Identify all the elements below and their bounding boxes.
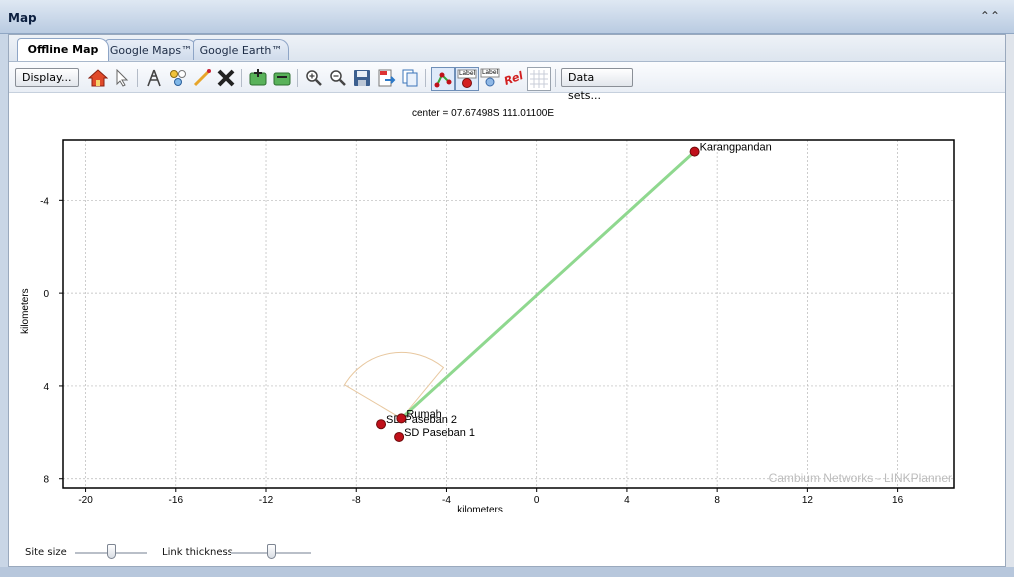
map-center-text: center = 07.67498S 111.01100E <box>412 108 554 119</box>
link-thickness-slider-thumb[interactable] <box>267 544 276 559</box>
y-axis-label: kilometers <box>20 288 31 334</box>
y-tick-label: -4 <box>40 196 49 207</box>
edit-site-icon[interactable] <box>271 67 293 89</box>
site-label: Karangpandan <box>700 142 772 154</box>
x-tick-label: -16 <box>169 495 184 506</box>
relative-icon[interactable]: Rel <box>503 67 525 89</box>
x-tick-label: -20 <box>78 495 93 506</box>
site-marker <box>689 146 700 157</box>
x-tick-label: -8 <box>352 495 361 506</box>
x-tick-label: 12 <box>802 495 814 506</box>
map-toolbar: Display... <box>9 61 1005 102</box>
save-icon[interactable] <box>351 67 373 89</box>
delete-icon[interactable] <box>215 67 237 89</box>
x-tick-label: 4 <box>624 495 630 506</box>
site-marker <box>376 419 387 430</box>
data-sets-button[interactable]: Data sets... <box>561 68 633 102</box>
site-label: Rumah <box>406 408 441 420</box>
toolbar-separator <box>297 69 298 87</box>
watermark: Cambium Networks - LINKPlanner <box>769 471 952 485</box>
panel-titlebar: Map ⌃⌃ <box>0 0 1014 34</box>
x-tick-label: 0 <box>534 495 540 506</box>
grid-layer <box>63 140 954 488</box>
tab-label: Google Maps™ <box>109 44 193 57</box>
tab-label: Offline Map <box>27 43 99 56</box>
site-size-label: Site size <box>25 547 67 558</box>
home-icon[interactable] <box>87 67 109 89</box>
toolbar-separator <box>425 69 426 87</box>
link-label-text: Label <box>482 69 499 76</box>
x-tick-label: -12 <box>259 495 274 506</box>
relative-text: Rel <box>502 68 526 88</box>
pointer-icon[interactable] <box>111 67 133 89</box>
status-bar <box>0 567 1014 577</box>
tab-google-maps[interactable]: Google Maps™ <box>105 39 197 60</box>
tower-icon[interactable] <box>143 67 165 89</box>
right-scrollbar[interactable] <box>1006 34 1014 577</box>
map-panel: Offline Map Google Maps™ Google Earth™ D… <box>8 34 1006 567</box>
show-links-icon[interactable] <box>431 67 455 91</box>
x-tick-label: -4 <box>442 495 451 506</box>
add-sites-icon[interactable] <box>167 67 189 89</box>
bottom-controls: Site size Link thickness <box>9 525 1005 565</box>
export-pdf-icon[interactable] <box>375 67 397 89</box>
y-tick-label: 8 <box>43 475 49 486</box>
draw-link-icon[interactable] <box>191 67 213 89</box>
site-size-slider-thumb[interactable] <box>107 544 116 559</box>
display-button[interactable]: Display... <box>15 68 79 87</box>
tick-layer: -20 -16 -12 -8 -4 0 4 8 12 16 -4 0 4 8 <box>40 196 904 506</box>
link-thickness-label: Link thickness <box>162 547 233 558</box>
link-layer <box>399 150 697 420</box>
add-site-icon[interactable] <box>247 67 269 89</box>
x-axis-label: kilometers <box>457 505 503 512</box>
site-label-text: Label <box>459 70 476 77</box>
zoom-out-icon[interactable] <box>327 67 349 89</box>
tab-google-earth[interactable]: Google Earth™ <box>193 39 289 60</box>
x-tick-label: 16 <box>892 495 904 506</box>
panel-title: Map <box>8 11 37 25</box>
tab-offline-map[interactable]: Offline Map <box>17 38 109 61</box>
site-marker <box>394 431 405 442</box>
double-chevron-up-icon[interactable]: ⌃⌃ <box>979 9 1000 23</box>
toolbar-separator <box>241 69 242 87</box>
copy-icon[interactable] <box>399 67 421 89</box>
site-marker <box>396 413 407 424</box>
map-plot-area: center = 07.67498S 111.01100E Cambium Ne… <box>9 92 1005 516</box>
grid-icon[interactable] <box>527 67 551 91</box>
site-label: SD Paseban 1 <box>404 427 475 439</box>
y-tick-label: 4 <box>43 382 49 393</box>
tab-label: Google Earth™ <box>199 44 283 57</box>
tab-bar: Offline Map Google Maps™ Google Earth™ <box>9 35 1005 61</box>
y-tick-label: 0 <box>43 289 49 300</box>
sector-arc <box>343 351 445 420</box>
toolbar-separator <box>555 69 556 87</box>
link-label-icon[interactable]: Label <box>479 67 501 89</box>
site-label-icon[interactable]: Label <box>455 67 479 91</box>
plot-frame <box>62 139 955 489</box>
toolbar-separator <box>137 69 138 87</box>
link-line <box>399 150 697 420</box>
map-chart[interactable]: center = 07.67498S 111.01100E Cambium Ne… <box>9 92 1005 516</box>
zoom-in-icon[interactable] <box>303 67 325 89</box>
x-tick-label: 8 <box>714 495 720 506</box>
